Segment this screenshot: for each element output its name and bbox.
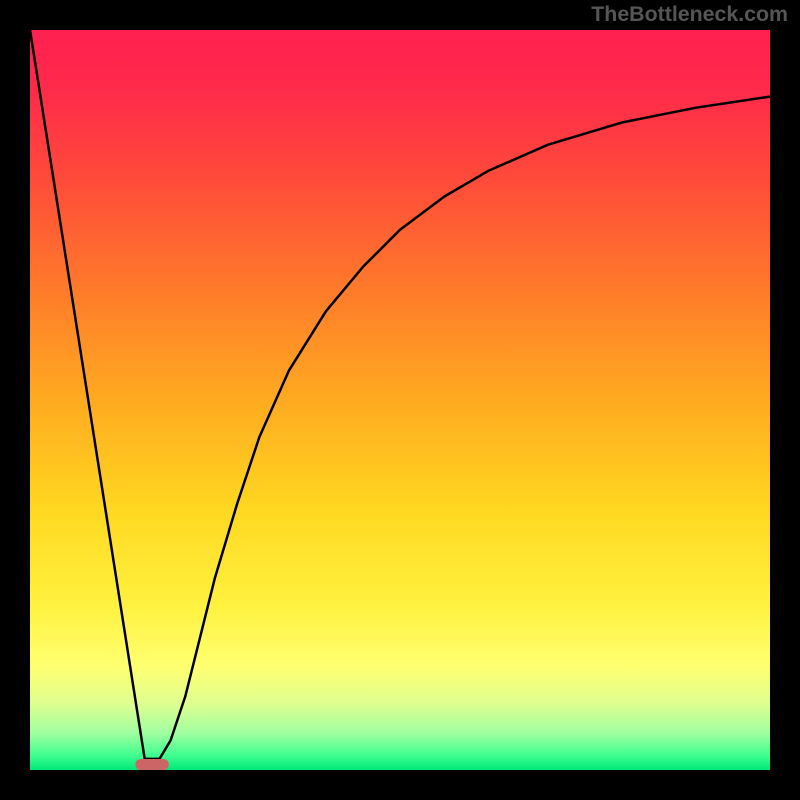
chart-container: TheBottleneck.com [0, 0, 800, 800]
gradient-background [30, 30, 770, 770]
chart-svg [0, 0, 800, 800]
optimal-marker [135, 759, 168, 770]
attribution-text: TheBottleneck.com [591, 2, 788, 27]
